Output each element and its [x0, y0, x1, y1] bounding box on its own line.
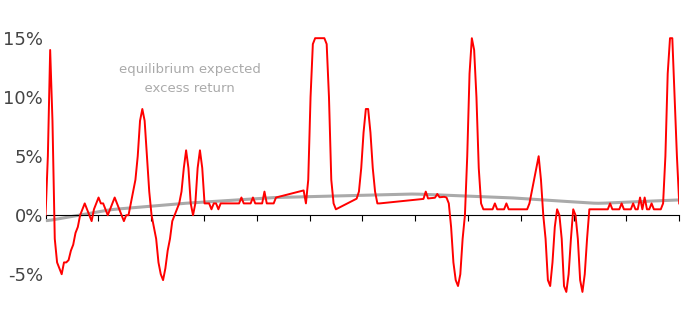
Text: equilibrium expected
      excess return: equilibrium expected excess return: [119, 64, 261, 95]
